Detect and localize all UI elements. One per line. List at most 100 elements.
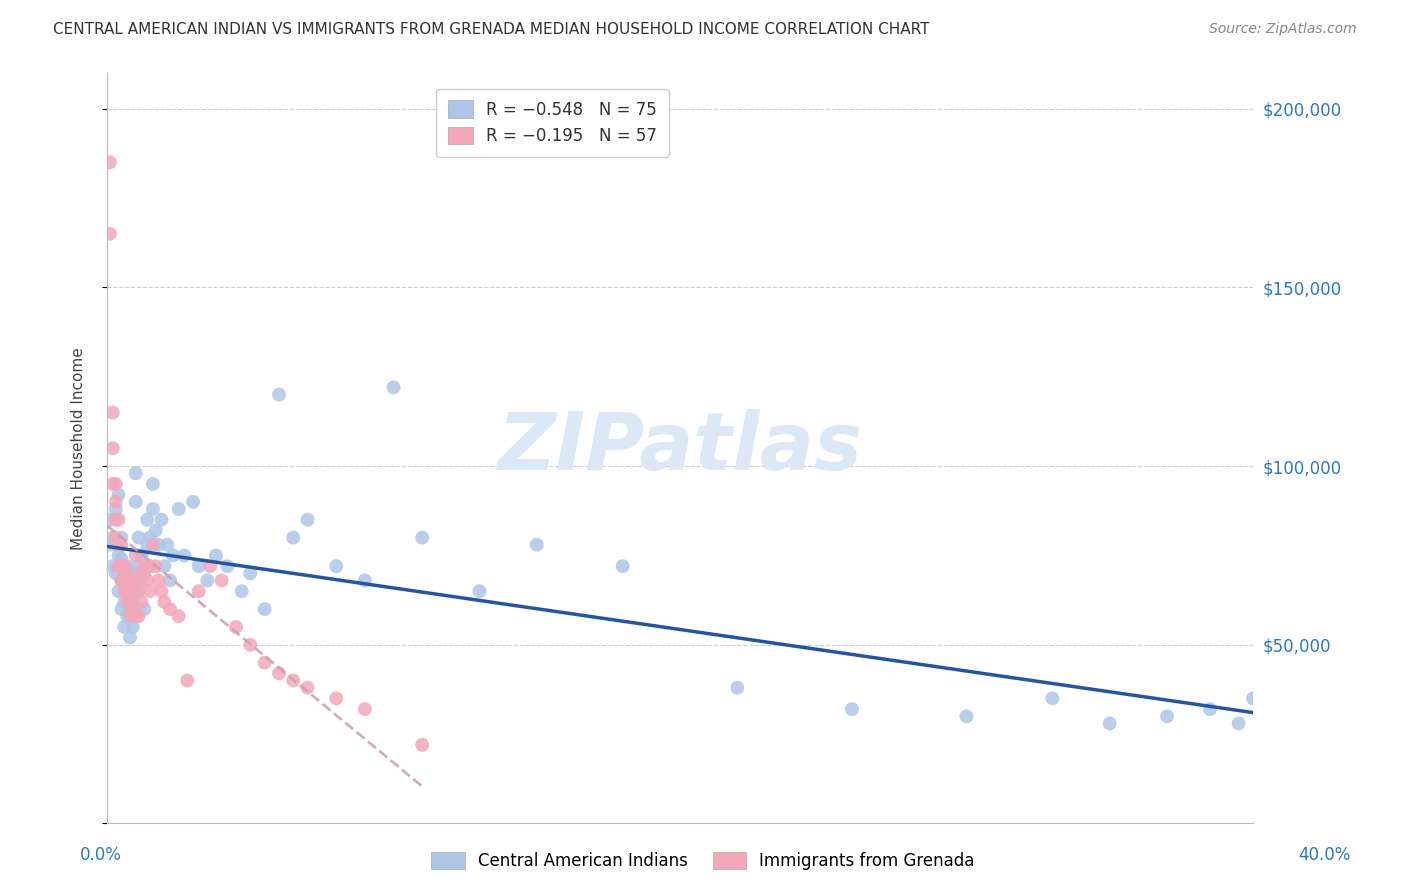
Text: Source: ZipAtlas.com: Source: ZipAtlas.com: [1209, 22, 1357, 37]
Point: [411, 531, 433, 545]
Point: [283, 673, 305, 688]
Point: [148, 574, 170, 588]
Point: [267, 387, 290, 401]
Point: [110, 574, 132, 588]
Point: [115, 584, 138, 599]
Point: [267, 666, 290, 681]
Point: [125, 609, 148, 624]
Point: [131, 549, 153, 563]
Point: [136, 574, 159, 588]
Point: [125, 574, 148, 588]
Point: [156, 538, 179, 552]
Point: [128, 609, 150, 624]
Point: [283, 531, 305, 545]
Point: [101, 477, 124, 491]
Point: [176, 673, 198, 688]
Point: [200, 559, 222, 574]
Point: [110, 574, 132, 588]
Point: [115, 584, 138, 599]
Point: [187, 584, 209, 599]
Y-axis label: Median Household Income: Median Household Income: [72, 347, 86, 549]
Text: 40.0%: 40.0%: [1298, 846, 1351, 863]
Point: [725, 681, 748, 695]
Point: [107, 538, 129, 552]
Point: [115, 559, 138, 574]
Point: [134, 559, 156, 574]
Point: [253, 656, 276, 670]
Point: [121, 566, 143, 581]
Point: [125, 584, 148, 599]
Point: [150, 513, 173, 527]
Point: [134, 602, 156, 616]
Point: [297, 513, 319, 527]
Point: [382, 380, 405, 394]
Point: [205, 549, 228, 563]
Point: [121, 620, 143, 634]
Point: [195, 574, 218, 588]
Point: [98, 513, 121, 527]
Point: [153, 559, 176, 574]
Point: [142, 477, 165, 491]
Point: [239, 566, 262, 581]
Point: [468, 584, 491, 599]
Point: [231, 584, 253, 599]
Point: [145, 559, 167, 574]
Point: [118, 602, 141, 616]
Point: [1199, 702, 1222, 716]
Point: [107, 513, 129, 527]
Point: [121, 584, 143, 599]
Text: ZIPatlas: ZIPatlas: [498, 409, 862, 487]
Point: [128, 531, 150, 545]
Point: [526, 538, 548, 552]
Point: [131, 595, 153, 609]
Point: [115, 566, 138, 581]
Point: [125, 467, 148, 481]
Point: [162, 549, 184, 563]
Point: [112, 595, 135, 609]
Point: [159, 574, 181, 588]
Point: [125, 495, 148, 509]
Point: [112, 566, 135, 581]
Point: [110, 559, 132, 574]
Point: [104, 502, 127, 516]
Point: [118, 609, 141, 624]
Point: [107, 584, 129, 599]
Point: [104, 477, 127, 491]
Point: [101, 559, 124, 574]
Point: [354, 574, 377, 588]
Point: [153, 595, 176, 609]
Point: [217, 559, 239, 574]
Point: [118, 574, 141, 588]
Point: [98, 538, 121, 552]
Point: [1098, 716, 1121, 731]
Point: [115, 609, 138, 624]
Point: [101, 531, 124, 545]
Point: [211, 574, 233, 588]
Point: [107, 488, 129, 502]
Point: [131, 566, 153, 581]
Point: [125, 549, 148, 563]
Legend: R = −0.548   N = 75, R = −0.195   N = 57: R = −0.548 N = 75, R = −0.195 N = 57: [436, 89, 669, 157]
Point: [115, 595, 138, 609]
Point: [107, 559, 129, 574]
Point: [139, 559, 162, 574]
Point: [159, 602, 181, 616]
Point: [225, 620, 247, 634]
Point: [104, 566, 127, 581]
Point: [112, 559, 135, 574]
Point: [150, 584, 173, 599]
Point: [112, 620, 135, 634]
Point: [101, 442, 124, 455]
Point: [253, 602, 276, 616]
Point: [173, 549, 195, 563]
Point: [110, 602, 132, 616]
Point: [128, 559, 150, 574]
Point: [136, 513, 159, 527]
Text: CENTRAL AMERICAN INDIAN VS IMMIGRANTS FROM GRENADA MEDIAN HOUSEHOLD INCOME CORRE: CENTRAL AMERICAN INDIAN VS IMMIGRANTS FR…: [53, 22, 929, 37]
Point: [134, 566, 156, 581]
Point: [104, 531, 127, 545]
Point: [104, 495, 127, 509]
Point: [1241, 691, 1264, 706]
Legend: Central American Indians, Immigrants from Grenada: Central American Indians, Immigrants fro…: [425, 845, 981, 877]
Point: [145, 524, 167, 538]
